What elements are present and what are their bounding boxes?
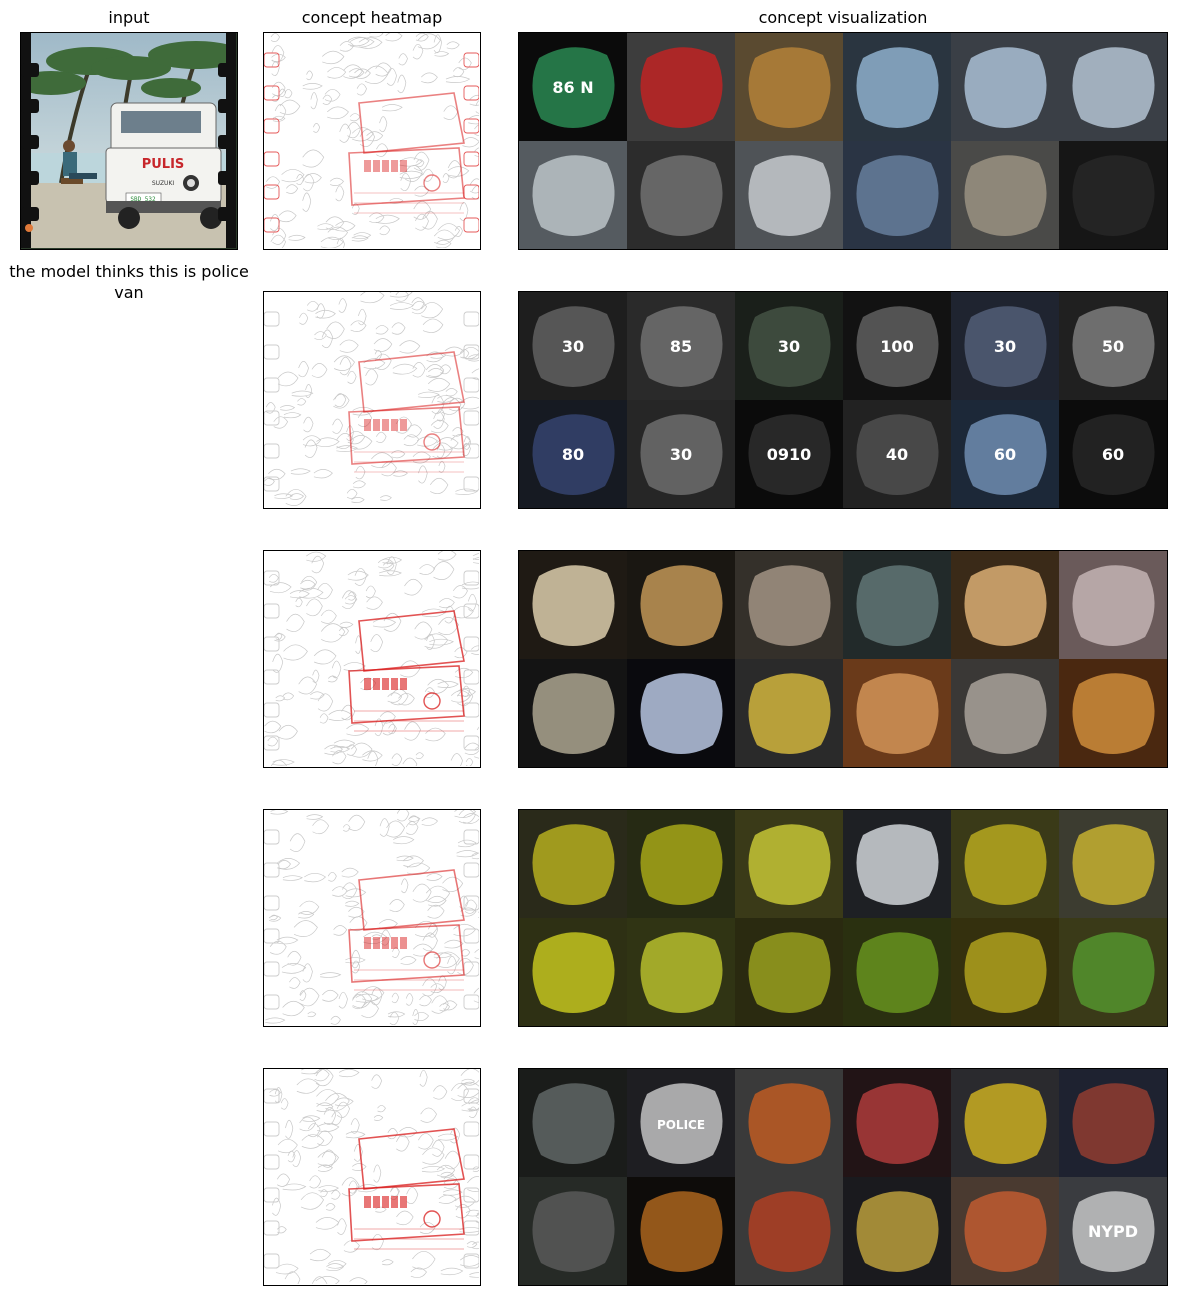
- concept-2-tile-8: 30: [627, 400, 735, 508]
- concept-heatmap-1: [263, 32, 481, 250]
- concept-5-tile-2: POLICE: [627, 1069, 735, 1177]
- concept-5-tile-12: NYPD: [1059, 1177, 1167, 1285]
- concept-5-tile-10: [843, 1177, 951, 1285]
- svg-text:50: 50: [1102, 337, 1124, 356]
- concept-heatmap-4: [263, 809, 481, 1027]
- svg-text:NYPD: NYPD: [1088, 1222, 1138, 1241]
- concept-3-tile-7: [519, 659, 627, 767]
- concept-4-tile-11: [951, 918, 1059, 1026]
- concept-visualization-3: [518, 550, 1168, 768]
- concept-visualization-1: 86 N: [518, 32, 1168, 250]
- concept-heatmap-2: [263, 291, 481, 509]
- concept-4-tile-9: [735, 918, 843, 1026]
- concept-3-tile-4: [843, 551, 951, 659]
- concept-5-tile-4: [843, 1069, 951, 1177]
- concept-1-tile-2: [627, 33, 735, 141]
- concept-2-tile-11: 60: [951, 400, 1059, 508]
- svg-text:86 N: 86 N: [552, 78, 593, 97]
- concept-2-tile-4: 100: [843, 292, 951, 400]
- header-concept-visualization: concept visualization: [758, 8, 928, 27]
- concept-3-tile-8: [627, 659, 735, 767]
- concept-4-tile-2: [627, 810, 735, 918]
- svg-text:30: 30: [562, 337, 584, 356]
- concept-1-tile-3: [735, 33, 843, 141]
- svg-text:0910: 0910: [767, 445, 812, 464]
- concept-3-tile-6: [1059, 551, 1167, 659]
- concept-3-tile-11: [951, 659, 1059, 767]
- svg-text:60: 60: [1102, 445, 1124, 464]
- concept-1-tile-7: [519, 141, 627, 249]
- concept-4-tile-6: [1059, 810, 1167, 918]
- concept-3-tile-5: [951, 551, 1059, 659]
- concept-5-tile-3: [735, 1069, 843, 1177]
- svg-text:30: 30: [994, 337, 1016, 356]
- concept-visualization-4: [518, 809, 1168, 1027]
- concept-2-tile-7: 80: [519, 400, 627, 508]
- svg-text:40: 40: [886, 445, 908, 464]
- concept-2-tile-10: 40: [843, 400, 951, 508]
- concept-4-tile-8: [627, 918, 735, 1026]
- concept-2-tile-2: 85: [627, 292, 735, 400]
- concept-2-tile-5: 30: [951, 292, 1059, 400]
- van-text: PULIS: [142, 157, 185, 172]
- concept-5-tile-9: [735, 1177, 843, 1285]
- concept-visualization-5: POLICE NYPD: [518, 1068, 1168, 1286]
- concept-1-tile-4: [843, 33, 951, 141]
- concept-4-tile-10: [843, 918, 951, 1026]
- concept-4-tile-3: [735, 810, 843, 918]
- concept-heatmap-3: [263, 550, 481, 768]
- concept-3-tile-9: [735, 659, 843, 767]
- svg-text:POLICE: POLICE: [657, 1118, 705, 1132]
- svg-text:30: 30: [670, 445, 692, 464]
- van-brand: SUZUKI: [152, 180, 175, 187]
- concept-5-tile-5: [951, 1069, 1059, 1177]
- concept-1-tile-5: [951, 33, 1059, 141]
- concept-1-tile-1: 86 N: [519, 33, 627, 141]
- concept-5-tile-11: [951, 1177, 1059, 1285]
- concept-2-tile-6: 50: [1059, 292, 1167, 400]
- concept-4-tile-4: [843, 810, 951, 918]
- header-concept-heatmap: concept heatmap: [301, 8, 443, 27]
- input-image: PULIS SUZUKI SBD 532: [20, 32, 238, 250]
- concept-1-tile-11: [951, 141, 1059, 249]
- concept-4-tile-1: [519, 810, 627, 918]
- concept-1-tile-8: [627, 141, 735, 249]
- concept-4-tile-7: [519, 918, 627, 1026]
- svg-text:80: 80: [562, 445, 584, 464]
- concept-3-tile-2: [627, 551, 735, 659]
- svg-text:85: 85: [670, 337, 692, 356]
- concept-5-tile-1: [519, 1069, 627, 1177]
- concept-2-tile-9: 0910: [735, 400, 843, 508]
- concept-2-tile-1: 30: [519, 292, 627, 400]
- concept-heatmap-5: [263, 1068, 481, 1286]
- concept-2-tile-3: 30: [735, 292, 843, 400]
- concept-1-tile-9: [735, 141, 843, 249]
- concept-visualization-2: 30 85 30 100 30 50 80 30 0910 40 60 60: [518, 291, 1168, 509]
- concept-1-tile-6: [1059, 33, 1167, 141]
- concept-2-tile-12: 60: [1059, 400, 1167, 508]
- concept-5-tile-7: [519, 1177, 627, 1285]
- header-input: input: [108, 8, 150, 27]
- concept-1-tile-10: [843, 141, 951, 249]
- svg-text:60: 60: [994, 445, 1016, 464]
- concept-5-tile-6: [1059, 1069, 1167, 1177]
- license-plate: SBD 532: [130, 196, 156, 203]
- concept-4-tile-5: [951, 810, 1059, 918]
- svg-text:100: 100: [880, 337, 913, 356]
- concept-3-tile-10: [843, 659, 951, 767]
- prediction-caption: the model thinks this is police van: [9, 262, 249, 302]
- svg-text:30: 30: [778, 337, 800, 356]
- concept-3-tile-1: [519, 551, 627, 659]
- concept-1-tile-12: [1059, 141, 1167, 249]
- concept-3-tile-12: [1059, 659, 1167, 767]
- concept-4-tile-12: [1059, 918, 1167, 1026]
- concept-5-tile-8: [627, 1177, 735, 1285]
- concept-3-tile-3: [735, 551, 843, 659]
